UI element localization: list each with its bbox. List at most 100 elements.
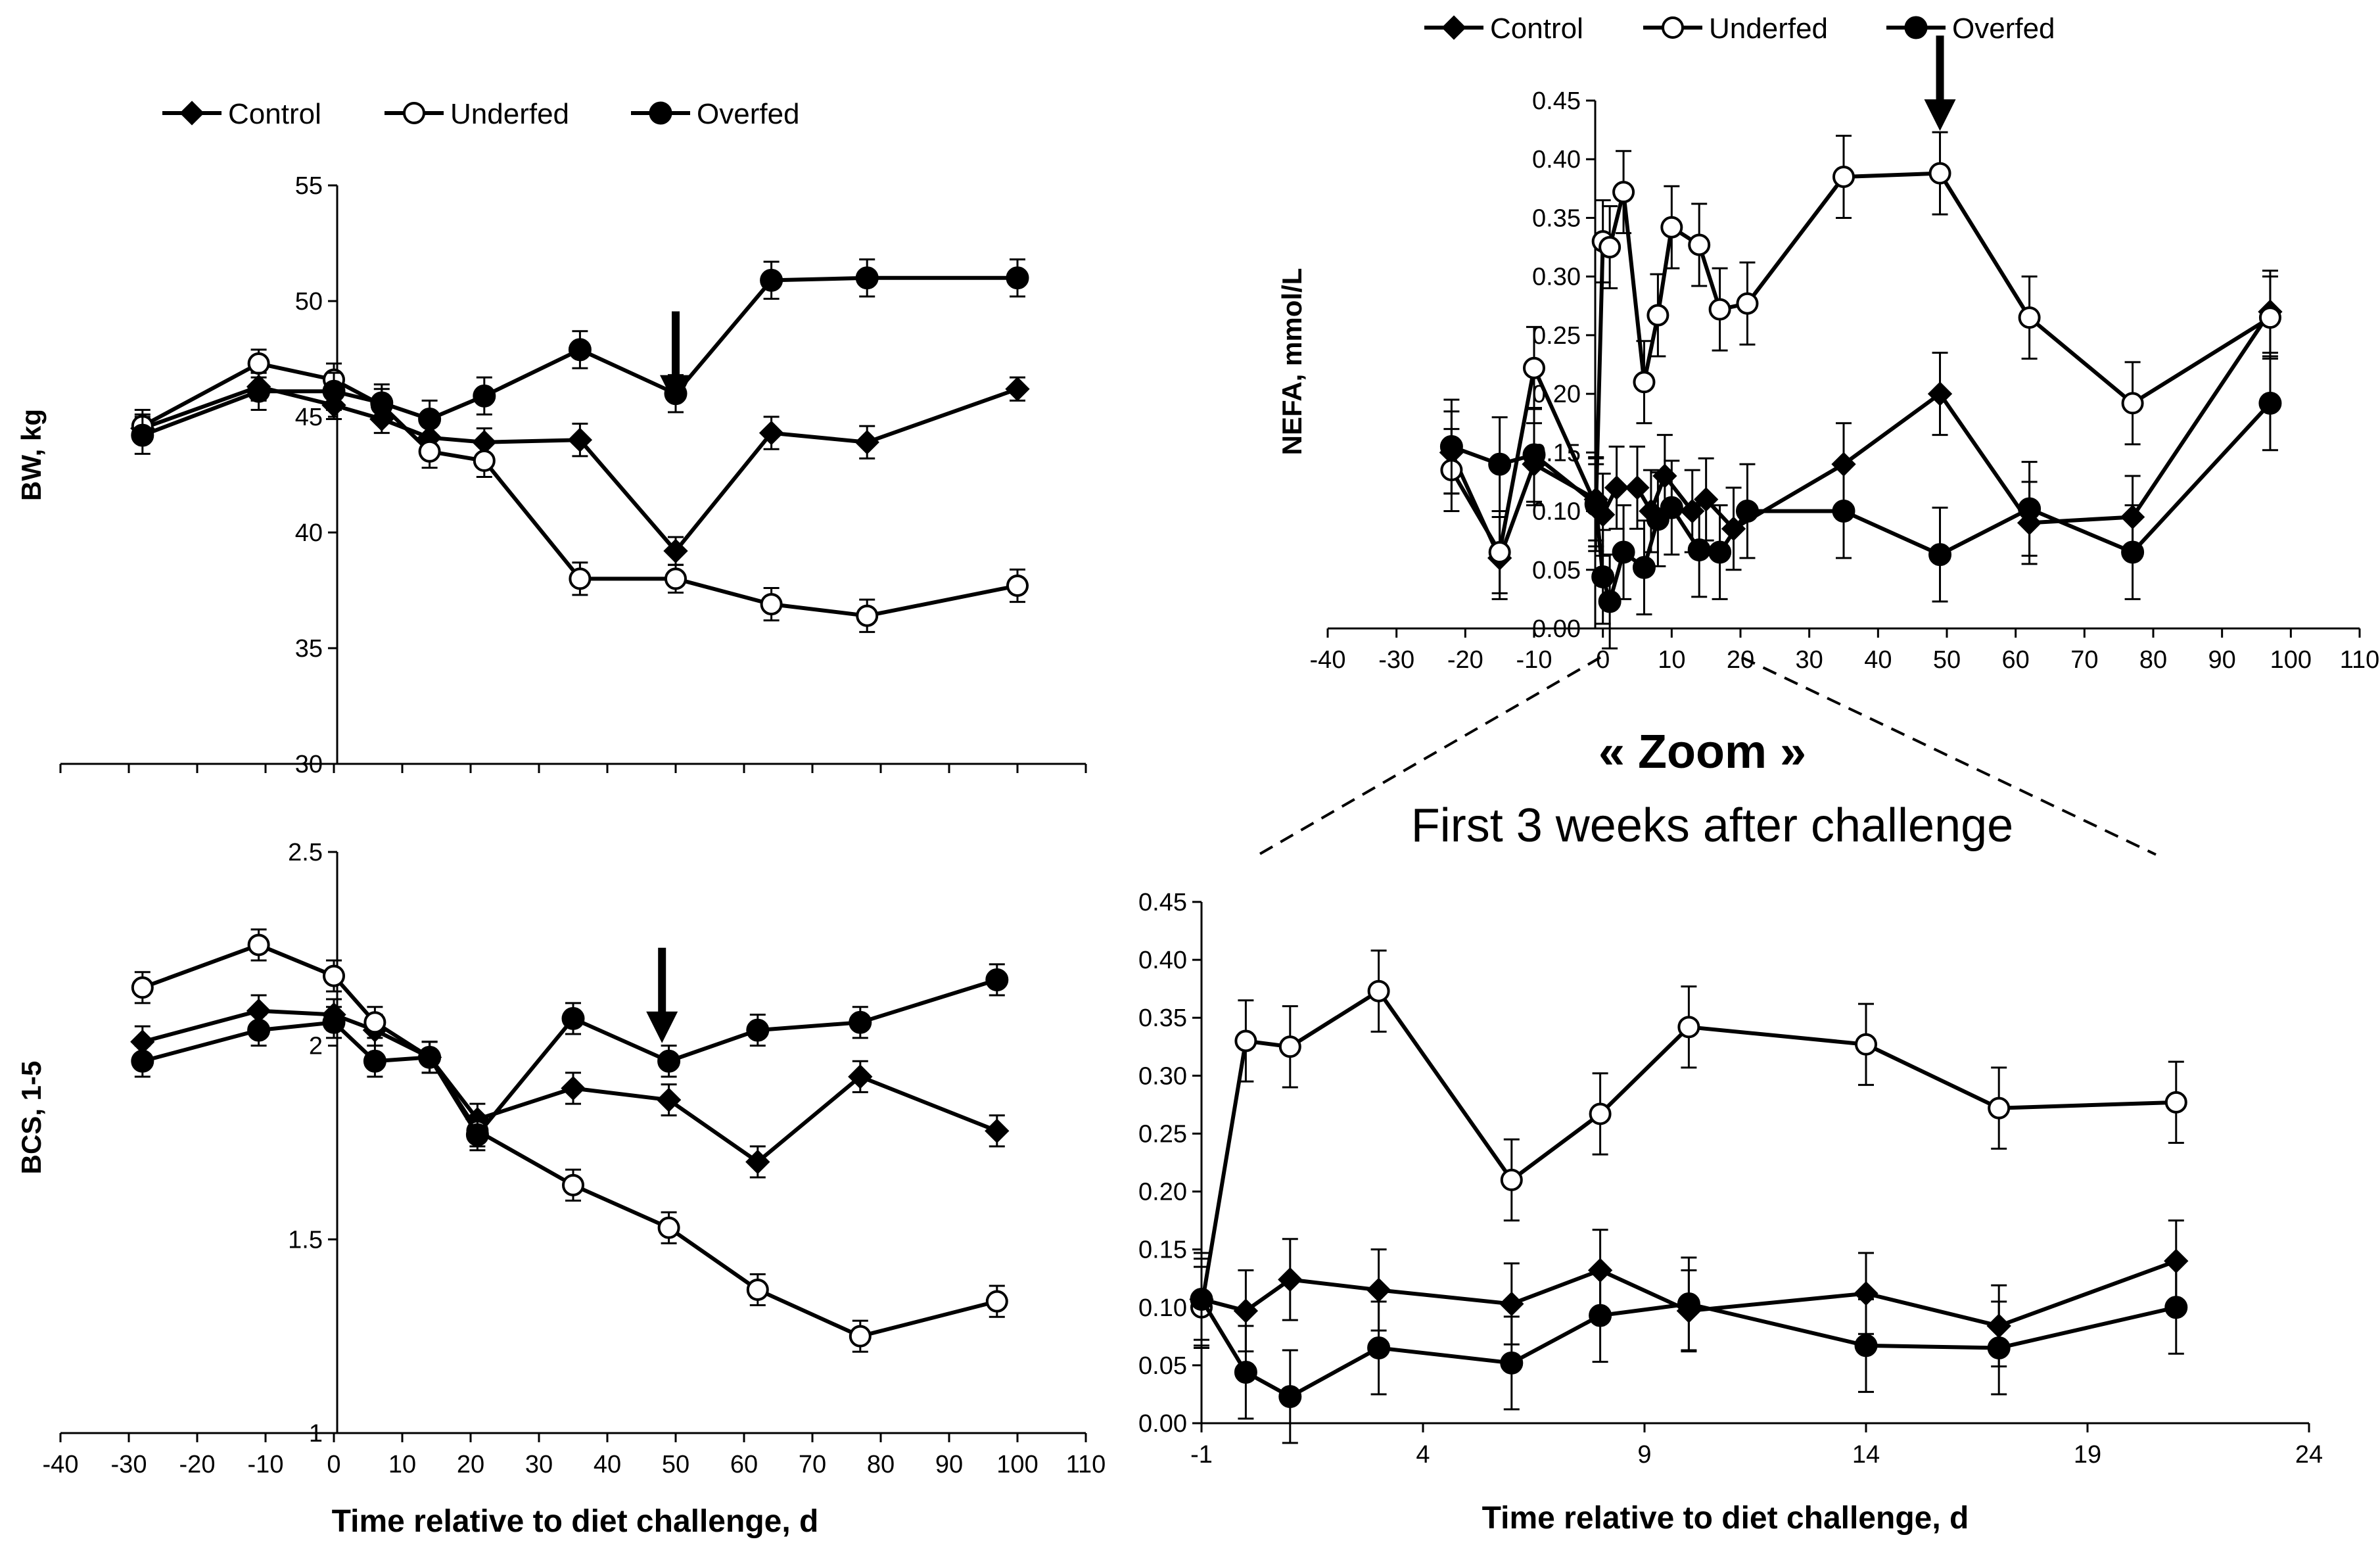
bcs-x-tick-label: -30	[111, 1451, 147, 1478]
right-x-axis-label: Time relative to diet challenge, d	[1482, 1501, 1969, 1536]
nefa-x-tick-label: -40	[1310, 646, 1346, 674]
nefa-legend-marker-overfed	[1904, 16, 1928, 39]
bw-point-overfed	[370, 391, 394, 415]
nefa-arrow-head	[1924, 99, 1956, 131]
bcs-point-overfed	[247, 1018, 271, 1042]
bw-point-underfed	[856, 604, 879, 627]
bcs-point-overfed	[746, 1018, 770, 1042]
nefa-point-overfed	[1591, 565, 1615, 588]
nefa-series-line-underfed	[1449, 171, 2272, 555]
nefa-zoom-y-tick-label: 0.30	[1138, 1062, 1187, 1090]
bcs-point-underfed	[849, 1325, 872, 1348]
nefa-y-tick-label: 0.20	[1532, 381, 1581, 408]
nefa-point-underfed	[1660, 216, 1683, 239]
bcs-point-underfed	[323, 964, 345, 987]
nefa-point-overfed	[1598, 590, 1622, 613]
bcs-x-tick-label: 110	[1066, 1451, 1106, 1478]
nefa-point-underfed	[1708, 298, 1731, 321]
bcs-y-axis-label: BCS, 1-5	[16, 1061, 47, 1175]
nefa-zoom-point-control	[1278, 1267, 1303, 1292]
nefa-legend-marker-control	[1441, 15, 1466, 40]
nefa-zoom-point-overfed	[1987, 1336, 2011, 1359]
nefa-point-underfed	[2258, 306, 2281, 329]
nefa-zoom-x-tick-label: 4	[1416, 1441, 1430, 1469]
bcs-point-overfed	[131, 1049, 154, 1073]
nefa-zoom-point-underfed	[1589, 1102, 1612, 1125]
bcs-point-control	[985, 1118, 1010, 1143]
nefa-x-tick-label: 30	[1796, 646, 1823, 674]
nefa-point-underfed	[1928, 162, 1951, 185]
nefa-point-overfed	[1488, 452, 1512, 476]
nefa-x-tick-label: 10	[1658, 646, 1685, 674]
bw-legend-marker-underfed	[403, 102, 425, 124]
bw-panel: 30 35 40 45 50 55 Control Underfed Overfed	[59, 98, 1087, 778]
bw-y-tick-label: 40	[295, 519, 323, 547]
nefa-y-tick-label: 0.40	[1532, 146, 1581, 174]
bcs-x-tick-label: 0	[327, 1451, 340, 1478]
nefa-point-underfed	[1646, 304, 1669, 327]
nefa-point-underfed	[1688, 233, 1711, 256]
bcs-point-control	[848, 1064, 873, 1089]
nefa-zoom-series-line-overfed	[1200, 1298, 2177, 1399]
nefa-point-underfed	[1612, 181, 1635, 204]
bw-point-underfed	[665, 567, 687, 590]
nefa-zoom-x-tick-label: 19	[2074, 1441, 2101, 1469]
bw-legend-marker-overfed	[649, 101, 672, 125]
bcs-y-tick-label: 1	[309, 1420, 323, 1448]
nefa-zoom-y-tick-label: 0.00	[1138, 1410, 1187, 1438]
bw-y-axis-label: BW, kg	[16, 409, 47, 501]
bcs-x-tick-label: -10	[248, 1451, 284, 1478]
bcs-point-overfed	[363, 1049, 386, 1073]
bcs-x-tick-label: 90	[935, 1451, 963, 1478]
nefa-zoom-point-control	[1499, 1291, 1524, 1317]
bcs-x-tick-label: -20	[179, 1451, 216, 1478]
bcs-point-underfed	[247, 933, 270, 956]
nefa-zoom-point-overfed	[1589, 1304, 1612, 1327]
bcs-x-tick-label: 50	[662, 1451, 689, 1478]
bw-legend-marker-control	[179, 101, 204, 126]
nefa-point-underfed	[2121, 392, 2144, 415]
nefa-point-control	[1625, 475, 1650, 500]
bw-point-overfed	[568, 338, 592, 362]
bw-point-control	[854, 430, 879, 455]
bcs-point-control	[745, 1149, 770, 1175]
nefa-legend-marker-underfed	[1662, 16, 1684, 39]
bcs-point-underfed	[657, 1216, 680, 1239]
bcs-x-tick-label: 60	[730, 1451, 758, 1478]
nefa-point-underfed	[1736, 292, 1759, 315]
nefa-x-tick-label: 60	[2002, 646, 2030, 674]
nefa-x-tick-label: -30	[1378, 646, 1414, 674]
nefa-zoom-point-overfed	[2164, 1296, 2188, 1319]
bcs-point-overfed	[322, 1010, 346, 1034]
nefa-point-overfed	[1687, 538, 1711, 561]
bcs-x-tick-label: 30	[525, 1451, 553, 1478]
nefa-zoom-point-overfed	[1500, 1351, 1524, 1375]
nefa-zoom-y-tick-label: 0.10	[1138, 1294, 1187, 1322]
bcs-x-tick-label: 100	[996, 1451, 1038, 1478]
bw-point-control	[758, 420, 784, 446]
nefa-zoom-point-overfed	[1854, 1334, 1878, 1357]
nefa-point-overfed	[1632, 555, 1656, 579]
bw-point-overfed	[1006, 266, 1029, 290]
nefa-zoom-x-tick-label: -1	[1190, 1441, 1213, 1469]
nefa-point-underfed	[1523, 356, 1545, 379]
nefa-zoom-series-line-underfed	[1200, 989, 2176, 1308]
bcs-x-tick-label: 70	[799, 1451, 826, 1478]
bcs-x-tick-label: 40	[594, 1451, 621, 1478]
bcs-point-underfed	[985, 1290, 1008, 1313]
nefa-x-tick-label: -10	[1516, 646, 1552, 674]
nefa-point-underfed	[2018, 306, 2041, 329]
nefa-zoom-panel: -1 4 9 14 19 24 0.00 0.05 0.10 0.15 0.20 0.25 0.30 0.…	[1138, 889, 2323, 1469]
nefa-zoom-point-underfed	[1677, 1016, 1700, 1039]
nefa-x-tick-label: 0	[1596, 646, 1610, 674]
nefa-x-tick-label: 40	[1864, 646, 1892, 674]
nefa-zoom-y-tick-label: 0.15	[1138, 1237, 1187, 1264]
nefa-zoom-point-underfed	[1500, 1168, 1523, 1191]
bw-legend-label: Control	[228, 98, 321, 130]
nefa-zoom-point-underfed	[1855, 1033, 1877, 1056]
nefa-x-tick-label: 110	[2340, 646, 2380, 674]
nefa-point-overfed	[1584, 492, 1608, 516]
nefa-point-overfed	[2018, 497, 2042, 521]
bcs-point-overfed	[418, 1045, 442, 1069]
